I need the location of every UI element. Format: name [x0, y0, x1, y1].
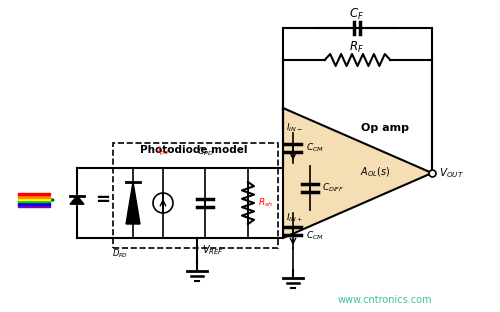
Text: www.cntronics.com: www.cntronics.com: [338, 295, 432, 305]
Bar: [18, 202, 50, 205]
Text: $I_{IN-}$: $I_{IN-}$: [286, 122, 303, 134]
Text: =: =: [96, 191, 110, 209]
Bar: [18, 198, 50, 200]
Bar: [18, 193, 50, 195]
Bar: [18, 195, 50, 198]
Text: $D_{PD}$: $D_{PD}$: [112, 248, 128, 261]
Bar: [18, 205, 50, 207]
Text: $C_F$: $C_F$: [350, 7, 364, 22]
Text: $C_{CM}$: $C_{CM}$: [306, 142, 324, 154]
Text: $R_{sh}$: $R_{sh}$: [258, 197, 273, 209]
Bar: [18, 200, 50, 202]
Polygon shape: [70, 196, 84, 204]
Text: Photodiode model: Photodiode model: [140, 145, 248, 155]
Polygon shape: [283, 108, 432, 238]
Text: $I_{IN+}$: $I_{IN+}$: [286, 212, 303, 224]
Text: $V_{REF}$: $V_{REF}$: [202, 243, 224, 257]
Text: $A_{OL}(s)$: $A_{OL}(s)$: [360, 165, 390, 179]
Text: $C_{CM}$: $C_{CM}$: [306, 230, 324, 242]
Text: $C_{PD}$: $C_{PD}$: [196, 145, 214, 158]
Text: $R_F$: $R_F$: [350, 39, 364, 55]
Text: $V_{OUT}$: $V_{OUT}$: [439, 166, 464, 180]
Polygon shape: [126, 182, 140, 224]
Text: Op amp: Op amp: [361, 123, 409, 133]
Text: $C_{DIFF}$: $C_{DIFF}$: [322, 182, 344, 194]
Text: $I_{pd}$: $I_{pd}$: [156, 145, 170, 158]
